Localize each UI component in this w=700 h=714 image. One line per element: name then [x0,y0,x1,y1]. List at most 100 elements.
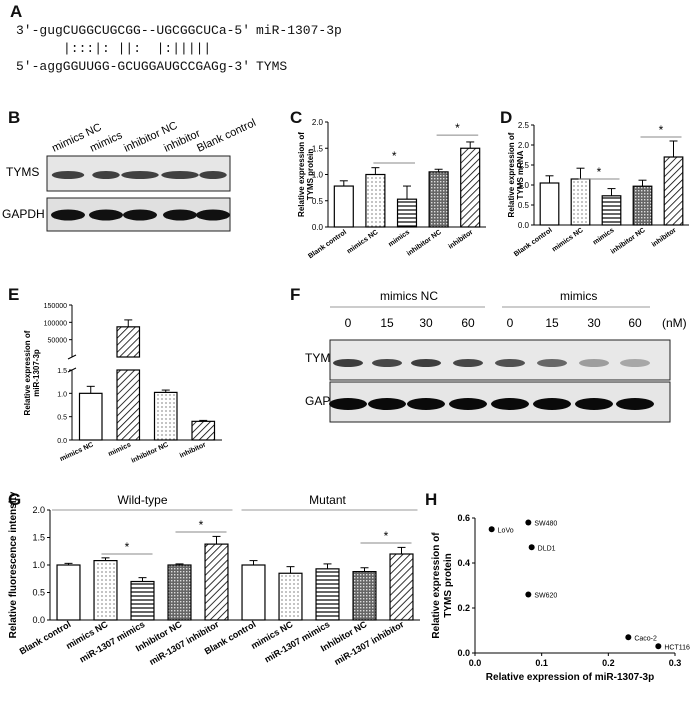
x-tick-label: mimics NC [346,229,380,255]
band-gapdh [89,209,123,221]
y-tick-label: 0.5 [32,588,45,598]
y-tick-label: 0.5 [312,197,324,206]
band-tyms [372,359,402,367]
bar-lower [116,369,141,441]
blot-f-strip-tyms [329,339,671,381]
y-tick-label: 100000 [44,320,67,327]
panel-label-f: F [290,285,301,304]
band-gapdh [51,209,85,221]
point-label: LoVo [498,527,514,534]
band-gapdh [123,209,157,221]
blot-f-dose-label: 30 [587,316,601,330]
western-blot-f: mimics NC mimics 0 15 30 60 0 15 30 60 (nM) TYM… [305,289,687,423]
significance-star: * [455,121,460,135]
bar [352,570,377,621]
significance-star: * [659,123,664,137]
x-tick-label: 0.1 [535,658,548,668]
band-gapdh [329,398,367,410]
bar [241,564,266,621]
band-tyms [579,359,609,367]
panel-label-e: E [8,285,20,304]
band-tyms [537,359,567,367]
band-gapdh [407,398,445,410]
point-label: DLD1 [538,545,556,552]
x-tick-label: mimics [107,441,132,458]
y-tick-label: 1.5 [312,144,324,153]
bar [315,568,340,621]
panel-label-g: G [8,490,22,509]
x-tick-label: inhibitor NC [130,441,169,464]
point-label: Caco-2 [634,635,657,642]
panel-label-a: A [10,2,23,21]
x-tick-label: inhibitor [179,441,208,459]
x-tick-label: Blank control [307,229,348,260]
y-tick-label: 2.0 [518,141,530,150]
y-tick-label: 1.0 [32,560,45,570]
seq-target-label: TYMS [256,59,288,74]
bar [389,553,414,621]
band-gapdh [163,209,197,221]
y-tick-label: 1.0 [312,171,324,180]
scatter-point [525,519,532,526]
band-gapdh [196,209,230,221]
y-tick-label: 0.0 [312,223,324,232]
bar [333,185,354,228]
blot-f-dose-label: 60 [461,316,475,330]
bar [428,171,449,228]
y-tick-label: 2.0 [32,505,45,515]
significance-star: * [199,518,204,532]
band-tyms [411,359,441,367]
bar [153,391,178,441]
blot-f-dose-label: 15 [545,316,559,330]
bar-chart-g: 0.0 0.5 1.0 1.5 2.0 Relative fluorescence int… [8,491,420,667]
bar [167,564,192,621]
x-tick-label: mimics [387,229,411,249]
bar [204,543,229,621]
seq-pairing: |:::|: ||: |:||||| [63,41,212,56]
y-tick-label: 1.0 [57,391,67,398]
band-tyms [121,171,159,179]
y-tick-label: 0.0 [457,648,470,658]
blot-lane-label: Blank control [195,117,258,155]
y-tick-label: 0.5 [57,415,67,422]
y-tick-label: 0.6 [457,513,470,523]
scatter-point [488,526,495,533]
blot-f-dose-label: 30 [419,316,433,330]
band-tyms [199,171,227,179]
x-tick-label: inhibitor [651,227,678,249]
panel-label-b: B [8,108,21,127]
band-tyms [333,359,363,367]
seq-mirna: 3'-gugCUGGCUGCGG--UGCGGCUCa-5' [16,23,251,38]
bar [632,185,653,226]
point-label: HCT116 [664,644,690,651]
y-axis-label: Relative expression ofTYMS protein [297,132,315,217]
panel-label-h: H [425,490,438,509]
x-tick-label: 0.0 [469,658,482,668]
scatter-point [525,591,532,598]
band-gapdh [533,398,571,410]
y-tick-label: 1.5 [32,533,45,543]
y-tick-label: 1.0 [518,181,530,190]
band-gapdh [575,398,613,410]
x-tick-label: miR-1307 mimics [263,619,332,664]
blot-f-dose-label: 0 [507,316,514,330]
x-tick-label: inhibitor NC [610,227,647,256]
axis-break-mark [67,354,77,360]
group-label-wild-type: Wild-type [117,493,167,507]
bar [93,559,118,621]
band-gapdh [368,398,406,410]
scatter-point [625,634,632,641]
band-tyms [51,171,85,179]
point-label: SW480 [534,521,557,528]
bar [601,195,622,226]
band-tyms [620,359,650,367]
y-tick-label: 2.0 [312,118,324,127]
bar [570,178,591,226]
x-axis-label: Relative expression of miR-1307-3p [486,672,654,683]
band-tyms [92,171,120,179]
point-label: SW620 [534,593,557,600]
x-tick-label: mimics NC [551,227,585,253]
y-tick-label: 50000 [48,338,68,345]
